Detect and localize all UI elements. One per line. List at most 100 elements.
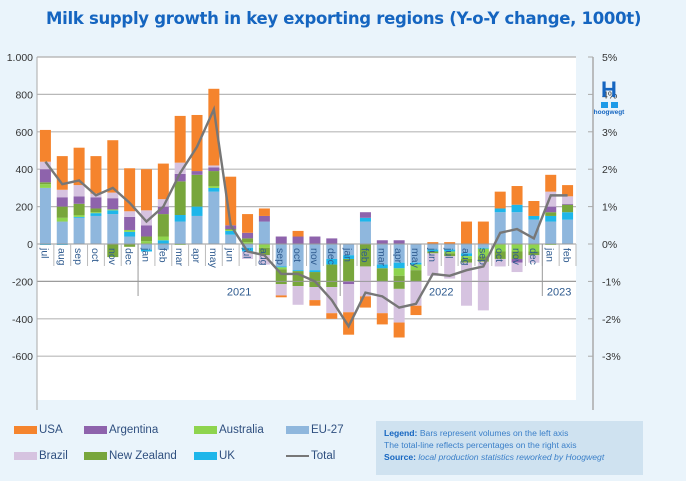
bar-segment-australia (73, 215, 85, 217)
bar-segment-australia (461, 256, 473, 259)
bar-segment-new-zealand (157, 214, 169, 237)
chart-note: Legend: Bars represent volumes on the le… (376, 421, 643, 475)
bar-segment-argentina (258, 215, 270, 222)
legend-label: Argentina (109, 424, 159, 436)
bar-segment-argentina (157, 206, 169, 215)
bar-segment-uk (275, 266, 287, 268)
legend-label: Brazil (39, 450, 68, 462)
bar-segment-australia (528, 244, 540, 252)
x-tick-label: oct (291, 248, 303, 262)
bar-segment-eu-27 (477, 244, 489, 248)
x-tick-label: dec (325, 248, 337, 265)
x-tick-label: sep (274, 248, 286, 265)
year-label: 2022 (429, 286, 453, 298)
bar-segment-new-zealand (376, 268, 388, 282)
bar-segment-australia (444, 251, 456, 254)
x-tick-label: aug (257, 248, 269, 266)
legend-item-total: Total (286, 450, 335, 462)
bar-segment-new-zealand (242, 238, 254, 243)
x-tick-label: feb (156, 248, 168, 263)
chart-legend: USA Argentina Australia EU-27 Brazil New Zeal… (14, 424, 374, 474)
bar-segment-australia (107, 209, 119, 211)
bar-segment-argentina (208, 167, 220, 172)
bar-segment-eu-27 (90, 215, 102, 244)
total-line (44, 105, 568, 329)
bar-segment-uk (444, 249, 456, 252)
bar-segment-brazil (393, 288, 405, 323)
bar-segment-uk (140, 249, 152, 252)
x-tick-label: may (207, 248, 219, 269)
bar-segment-new-zealand (326, 264, 338, 288)
bar-segment-eu-27 (140, 244, 152, 250)
y2-tick-label: 1% (602, 202, 617, 214)
bar-segment-new-zealand (393, 275, 405, 289)
bar-segment-usa (343, 312, 355, 335)
bar-segment-uk (511, 204, 523, 213)
bar-segment-usa (90, 156, 102, 194)
y-tick-label: 0 (27, 239, 33, 251)
x-tick-label: oct (493, 248, 505, 262)
y-tick-label: -600 (12, 351, 33, 363)
bar-segment-australia (90, 212, 102, 214)
y-tick-label: 800 (15, 89, 33, 101)
bar-segment-uk (326, 258, 338, 265)
bar-segment-argentina (343, 281, 355, 285)
bar-segment-australia (511, 244, 523, 252)
bar-segment-brazil (140, 210, 152, 226)
bar-segment-eu-27 (157, 244, 169, 250)
bar-segment-new-zealand (208, 171, 220, 187)
bar-segment-new-zealand (545, 212, 557, 216)
legend-label: USA (39, 424, 63, 436)
bar-segment-eu-27 (376, 244, 388, 265)
bar-segment-new-zealand (258, 247, 270, 256)
y-tick-label: 1.000 (7, 52, 33, 64)
bar-segment-argentina (562, 203, 574, 205)
y2-tick-label: -3% (602, 351, 621, 363)
bar-segment-usa (410, 305, 422, 316)
bar-segment-uk (528, 215, 540, 220)
x-tick-label: aug (55, 248, 67, 266)
bar-segment-brazil (427, 253, 439, 276)
legend-label: New Zealand (109, 450, 177, 462)
bar-segment-brazil (275, 284, 287, 296)
bar-segment-australia (258, 244, 270, 248)
bar-segment-new-zealand (275, 269, 287, 285)
bar-segment-new-zealand (124, 244, 136, 247)
bar-segment-eu-27 (545, 221, 557, 244)
x-tick-label: oct (89, 248, 101, 262)
bar-segment-argentina (545, 206, 557, 213)
bar-segment-new-zealand (477, 256, 489, 262)
bar-segment-argentina (107, 198, 119, 210)
bar-segment-usa (444, 242, 456, 244)
legend-swatch (286, 455, 309, 457)
bar-segment-uk (393, 262, 405, 269)
bar-segment-brazil (410, 281, 422, 306)
bar-segment-usa (191, 114, 203, 172)
y-tick-label: -200 (12, 276, 33, 288)
bar-segment-eu-27 (343, 244, 355, 256)
y-tick-label: 600 (15, 127, 33, 139)
bar-segment-new-zealand (427, 251, 439, 254)
bar-segment-eu-27 (292, 244, 304, 271)
bar-segment-usa (528, 200, 540, 216)
x-tick-label: aug (460, 248, 472, 266)
bar-segment-eu-27 (410, 244, 422, 263)
bar-segment-usa (39, 129, 51, 162)
bar-segment-eu-27 (309, 244, 321, 271)
x-tick-label: sep (72, 248, 84, 265)
bar-segment-new-zealand (444, 253, 456, 257)
x-tick-label: nov (308, 248, 320, 266)
bar-segment-usa (511, 186, 523, 205)
bar-segment-usa (242, 214, 254, 233)
bar-segment-australia (242, 242, 254, 244)
bar-segment-argentina (174, 173, 186, 182)
bar-segment-new-zealand (410, 270, 422, 282)
bar-segment-usa (107, 140, 119, 193)
bar-segment-new-zealand (359, 244, 371, 267)
bar-segment-eu-27 (258, 221, 270, 244)
note-line2: The total-line reflects percentages on t… (384, 440, 577, 450)
x-tick-label: mar (173, 248, 185, 267)
bar-segment-australia (410, 264, 422, 271)
bar-segment-new-zealand (107, 244, 119, 258)
bar-segment-argentina (309, 236, 321, 244)
